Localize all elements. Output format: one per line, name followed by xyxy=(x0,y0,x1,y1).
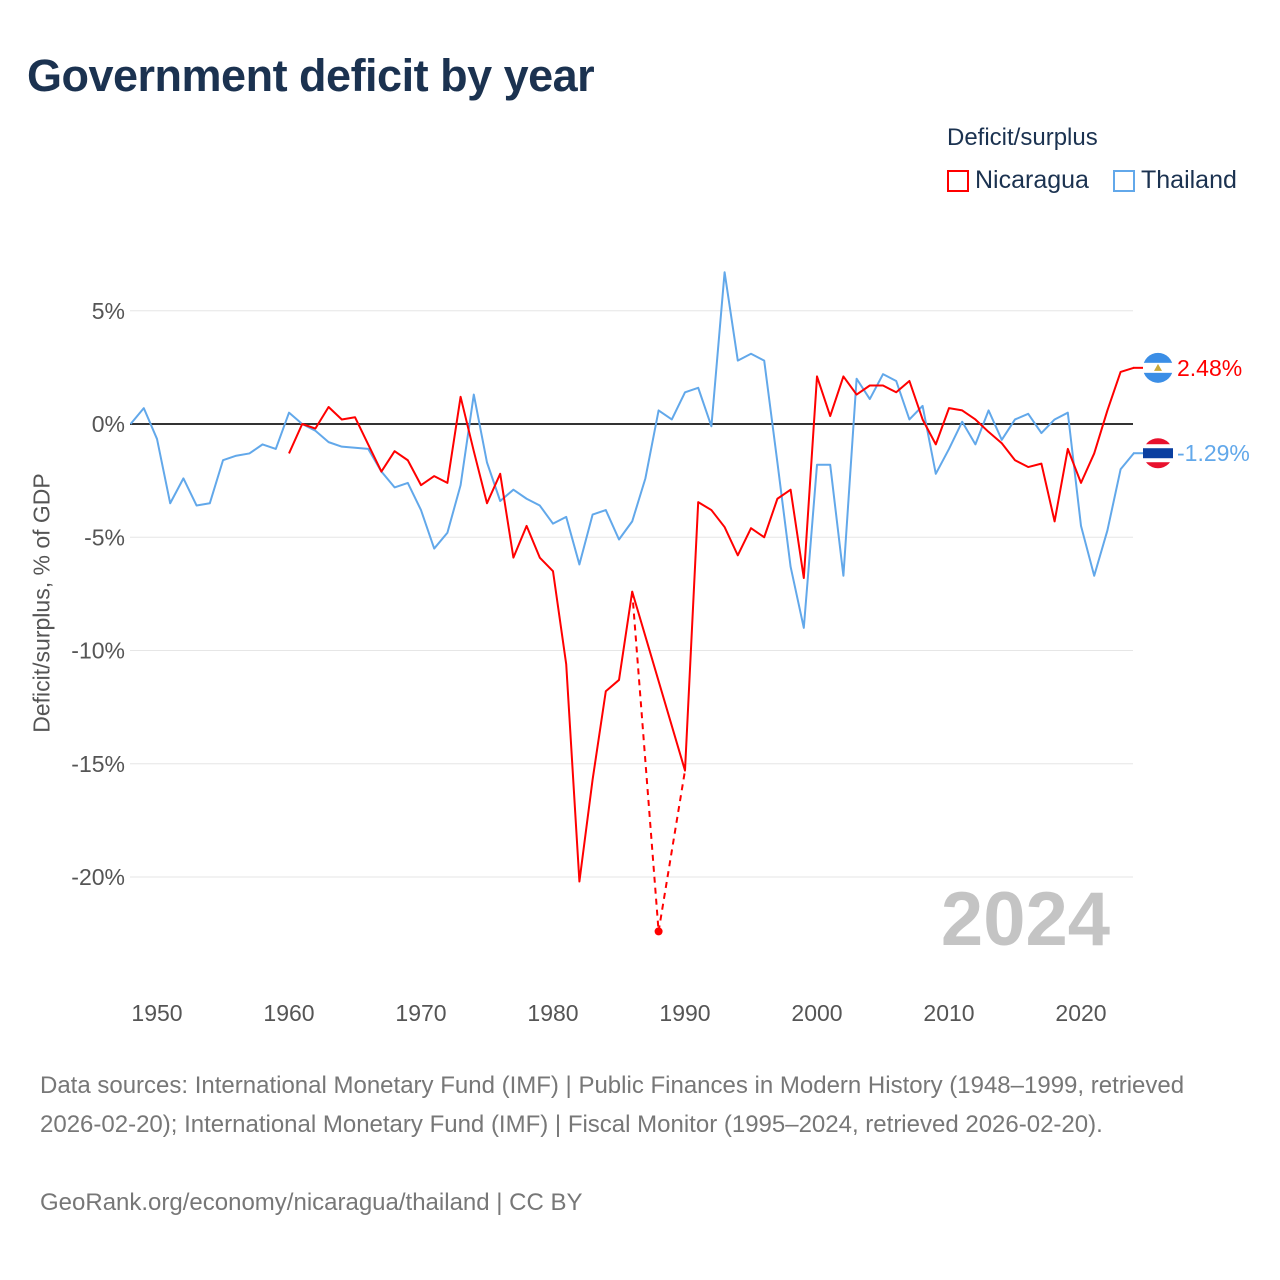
plot-area: 5% 0% -5% -10% -15% -20% 1950 1960 1970 1980 1990 2… xyxy=(71,271,1250,1026)
x-tick-label: 1950 xyxy=(131,1000,182,1026)
legend-item-nicaragua[interactable]: Nicaragua xyxy=(947,166,1089,195)
footer-sources: Data sources: International Monetary Fun… xyxy=(40,1072,1185,1138)
legend-label: Thailand xyxy=(1141,166,1237,194)
series-line xyxy=(129,271,1135,629)
x-tick-label: 2000 xyxy=(791,1000,842,1026)
legend-title: Deficit/surplus xyxy=(947,124,1098,151)
y-tick-label: -15% xyxy=(71,751,125,777)
thailand-flag-icon xyxy=(1143,438,1173,469)
gap-segment xyxy=(657,770,686,932)
page-title: Government deficit by year xyxy=(27,50,595,101)
end-label-thailand: -1.29% xyxy=(1177,440,1250,466)
x-tick-label: 2020 xyxy=(1055,1000,1106,1026)
legend-item-thailand[interactable]: Thailand xyxy=(1113,166,1237,195)
x-tick-label: 1960 xyxy=(263,1000,314,1026)
x-tick-label: 1970 xyxy=(395,1000,446,1026)
series-thailand xyxy=(129,271,1135,629)
nicaragua-flag-icon xyxy=(1143,352,1173,383)
legend-swatch-nicaragua xyxy=(947,169,969,192)
y-tick-label: -20% xyxy=(71,864,125,890)
series-line xyxy=(288,366,1135,883)
y-tick-label: 5% xyxy=(92,298,125,324)
x-tick-label: 1990 xyxy=(659,1000,710,1026)
y-tick-label: -10% xyxy=(71,638,125,664)
x-tick-label: 2010 xyxy=(923,1000,974,1026)
legend-label: Nicaragua xyxy=(975,166,1089,194)
series-nicaragua xyxy=(288,366,1135,936)
gap-segment xyxy=(631,591,660,932)
footer-credit[interactable]: GeoRank.org/economy/nicaragua/thailand |… xyxy=(40,1189,583,1216)
end-label-nicaragua: 2.48% xyxy=(1177,355,1242,381)
legend-swatch-thailand xyxy=(1113,169,1135,192)
y-tick-label: 0% xyxy=(92,411,125,437)
x-tick-label: 1980 xyxy=(527,1000,578,1026)
year-watermark: 2024 xyxy=(941,877,1110,962)
y-tick-label: -5% xyxy=(84,524,125,550)
